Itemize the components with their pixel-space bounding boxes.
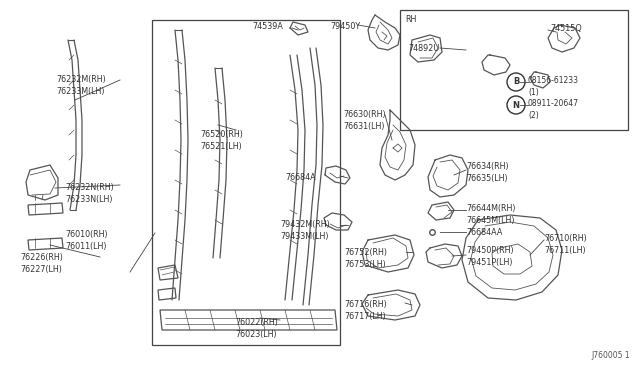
Text: 79450Y: 79450Y — [330, 22, 360, 31]
Text: 74539A: 74539A — [252, 22, 283, 31]
Text: 79450P(RH)
79451P(LH): 79450P(RH) 79451P(LH) — [466, 246, 514, 267]
Text: 76684AA: 76684AA — [466, 228, 502, 237]
Text: J760005 1: J760005 1 — [591, 351, 630, 360]
Text: 76752(RH)
76753(LH): 76752(RH) 76753(LH) — [344, 248, 387, 269]
Text: 74892U: 74892U — [408, 44, 440, 53]
Text: 79432M(RH)
79433M(LH): 79432M(RH) 79433M(LH) — [280, 220, 330, 241]
Text: 76520(RH)
76521(LH): 76520(RH) 76521(LH) — [200, 130, 243, 151]
Text: RH: RH — [405, 15, 417, 24]
Text: 76226(RH)
76227(LH): 76226(RH) 76227(LH) — [20, 253, 63, 274]
Text: 76010(RH)
76011(LH): 76010(RH) 76011(LH) — [65, 230, 108, 251]
Text: 76232M(RH)
76233M(LH): 76232M(RH) 76233M(LH) — [56, 75, 106, 96]
Text: N: N — [513, 100, 520, 109]
Text: 76634(RH)
76635(LH): 76634(RH) 76635(LH) — [466, 162, 509, 183]
Text: 76644M(RH)
76645M(LH): 76644M(RH) 76645M(LH) — [466, 204, 515, 225]
Text: 76630(RH)
76631(LH): 76630(RH) 76631(LH) — [343, 110, 386, 131]
Bar — [152, 20, 340, 345]
Bar — [400, 10, 628, 130]
Text: 74515Q: 74515Q — [550, 24, 582, 33]
Text: 76716(RH)
76717(LH): 76716(RH) 76717(LH) — [344, 300, 387, 321]
Text: 76710(RH)
76711(LH): 76710(RH) 76711(LH) — [544, 234, 587, 255]
Text: 08156-61233
(1): 08156-61233 (1) — [528, 76, 579, 97]
Text: 76232N(RH)
76233N(LH): 76232N(RH) 76233N(LH) — [65, 183, 114, 204]
Text: 76684A: 76684A — [285, 173, 316, 182]
Text: 76022(RH)
76023(LH): 76022(RH) 76023(LH) — [235, 318, 278, 339]
Text: B: B — [513, 77, 519, 87]
Text: 08911-20647
(2): 08911-20647 (2) — [528, 99, 579, 120]
